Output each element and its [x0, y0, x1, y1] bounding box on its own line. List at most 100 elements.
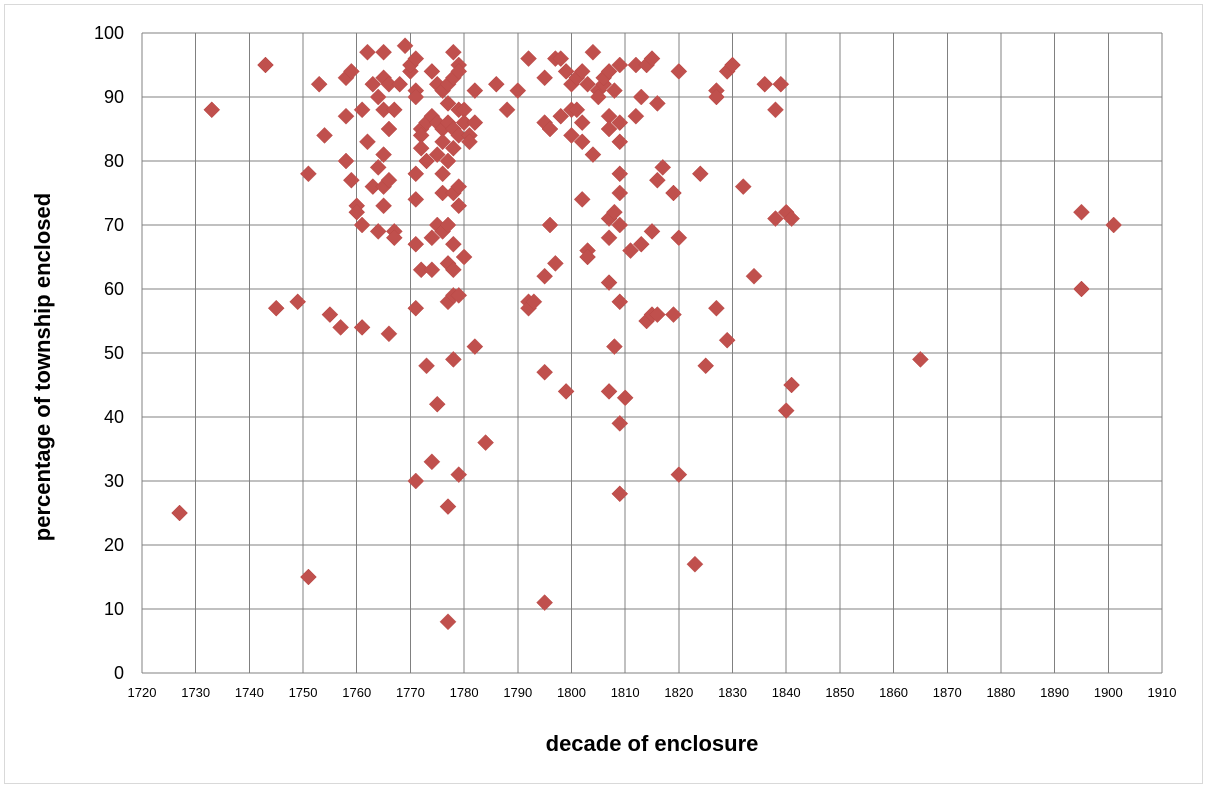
- data-point: [343, 171, 360, 189]
- data-point: [418, 152, 435, 170]
- y-tick-label: 40: [104, 407, 124, 427]
- data-point: [520, 50, 537, 67]
- data-point: [428, 146, 446, 163]
- data-point: [697, 357, 715, 375]
- data-point: [536, 267, 553, 285]
- data-point: [563, 127, 580, 144]
- x-tick-label: 1750: [289, 685, 318, 700]
- data-point: [267, 299, 285, 317]
- data-point: [557, 383, 575, 400]
- x-tick-labels: 1720 1730 1740 1750 1760 1770 1780 1790 1800 1810…: [128, 685, 1177, 700]
- data-point: [439, 95, 457, 112]
- data-point: [589, 88, 607, 106]
- data-point: [445, 43, 462, 61]
- x-tick-label: 1830: [718, 685, 747, 700]
- data-point: [369, 223, 387, 240]
- y-tick-label: 60: [104, 279, 124, 299]
- data-point: [434, 165, 451, 183]
- data-point: [369, 159, 387, 176]
- y-tick-label: 30: [104, 471, 124, 491]
- data-point: [783, 210, 800, 227]
- data-point: [300, 568, 317, 586]
- data-point: [536, 594, 553, 611]
- data-point: [439, 216, 457, 234]
- data-point: [439, 152, 457, 170]
- data-point: [509, 82, 527, 99]
- data-point: [654, 159, 672, 176]
- data-point: [568, 101, 586, 119]
- data-point: [407, 50, 425, 67]
- data-point: [541, 120, 559, 138]
- y-tick-label: 20: [104, 535, 124, 555]
- data-point: [391, 75, 409, 93]
- data-point: [321, 306, 339, 323]
- data-point: [407, 165, 425, 183]
- data-point: [573, 133, 591, 151]
- data-point: [445, 139, 462, 157]
- data-point: [385, 229, 403, 247]
- y-axis-title: percentage of township enclosed: [30, 193, 55, 541]
- data-point: [573, 191, 591, 208]
- data-point: [353, 101, 371, 119]
- y-tick-label: 50: [104, 343, 124, 363]
- data-point: [579, 75, 596, 93]
- data-point: [536, 363, 553, 381]
- data-point: [439, 498, 457, 515]
- data-point: [423, 229, 441, 247]
- data-point: [643, 50, 661, 67]
- data-point: [423, 261, 441, 279]
- data-point: [418, 357, 435, 375]
- y-tick-label: 0: [114, 663, 124, 683]
- data-point: [536, 69, 553, 87]
- data-point: [461, 133, 478, 151]
- data-point: [412, 139, 430, 157]
- data-point: [439, 613, 457, 631]
- data-point: [385, 101, 403, 119]
- data-point: [547, 255, 564, 272]
- x-tick-label: 1790: [503, 685, 532, 700]
- data-point: [745, 267, 763, 285]
- data-point: [579, 248, 596, 266]
- data-point: [407, 472, 425, 490]
- data-point: [359, 43, 376, 61]
- data-point: [611, 133, 629, 151]
- data-point: [525, 293, 543, 311]
- data-point: [380, 171, 398, 189]
- y-tick-label: 70: [104, 215, 124, 235]
- data-point: [772, 75, 790, 93]
- data-point: [670, 466, 688, 483]
- x-tick-label: 1810: [611, 685, 640, 700]
- data-point: [611, 415, 629, 432]
- y-tick-labels: 0 10 20 30 40 50 60 70 80 90 100: [94, 23, 124, 683]
- data-point: [380, 325, 398, 343]
- data-point: [450, 178, 468, 195]
- data-point: [1073, 203, 1090, 221]
- x-tick-label: 1890: [1040, 685, 1069, 700]
- data-point: [584, 146, 602, 163]
- data-point: [708, 299, 725, 317]
- data-point: [606, 82, 623, 99]
- data-point: [622, 242, 639, 259]
- data-point: [611, 485, 629, 503]
- data-point: [348, 203, 366, 221]
- x-tick-label: 1730: [181, 685, 210, 700]
- data-point: [407, 191, 425, 208]
- data-point: [203, 101, 221, 119]
- data-point: [573, 63, 591, 80]
- data-point: [407, 299, 425, 317]
- y-tick-label: 100: [94, 23, 124, 43]
- data-point: [428, 395, 446, 413]
- data-point: [718, 331, 736, 349]
- x-tick-label: 1880: [986, 685, 1015, 700]
- data-point: [1073, 280, 1090, 298]
- data-point: [665, 306, 682, 323]
- data-point: [616, 389, 634, 407]
- y-tick-label: 90: [104, 87, 124, 107]
- data-point: [1105, 216, 1123, 234]
- x-tick-label: 1770: [396, 685, 425, 700]
- data-point: [734, 178, 752, 195]
- data-point: [310, 75, 328, 93]
- x-tick-label: 1780: [450, 685, 479, 700]
- data-point: [649, 95, 666, 112]
- gridlines: [141, 32, 1163, 674]
